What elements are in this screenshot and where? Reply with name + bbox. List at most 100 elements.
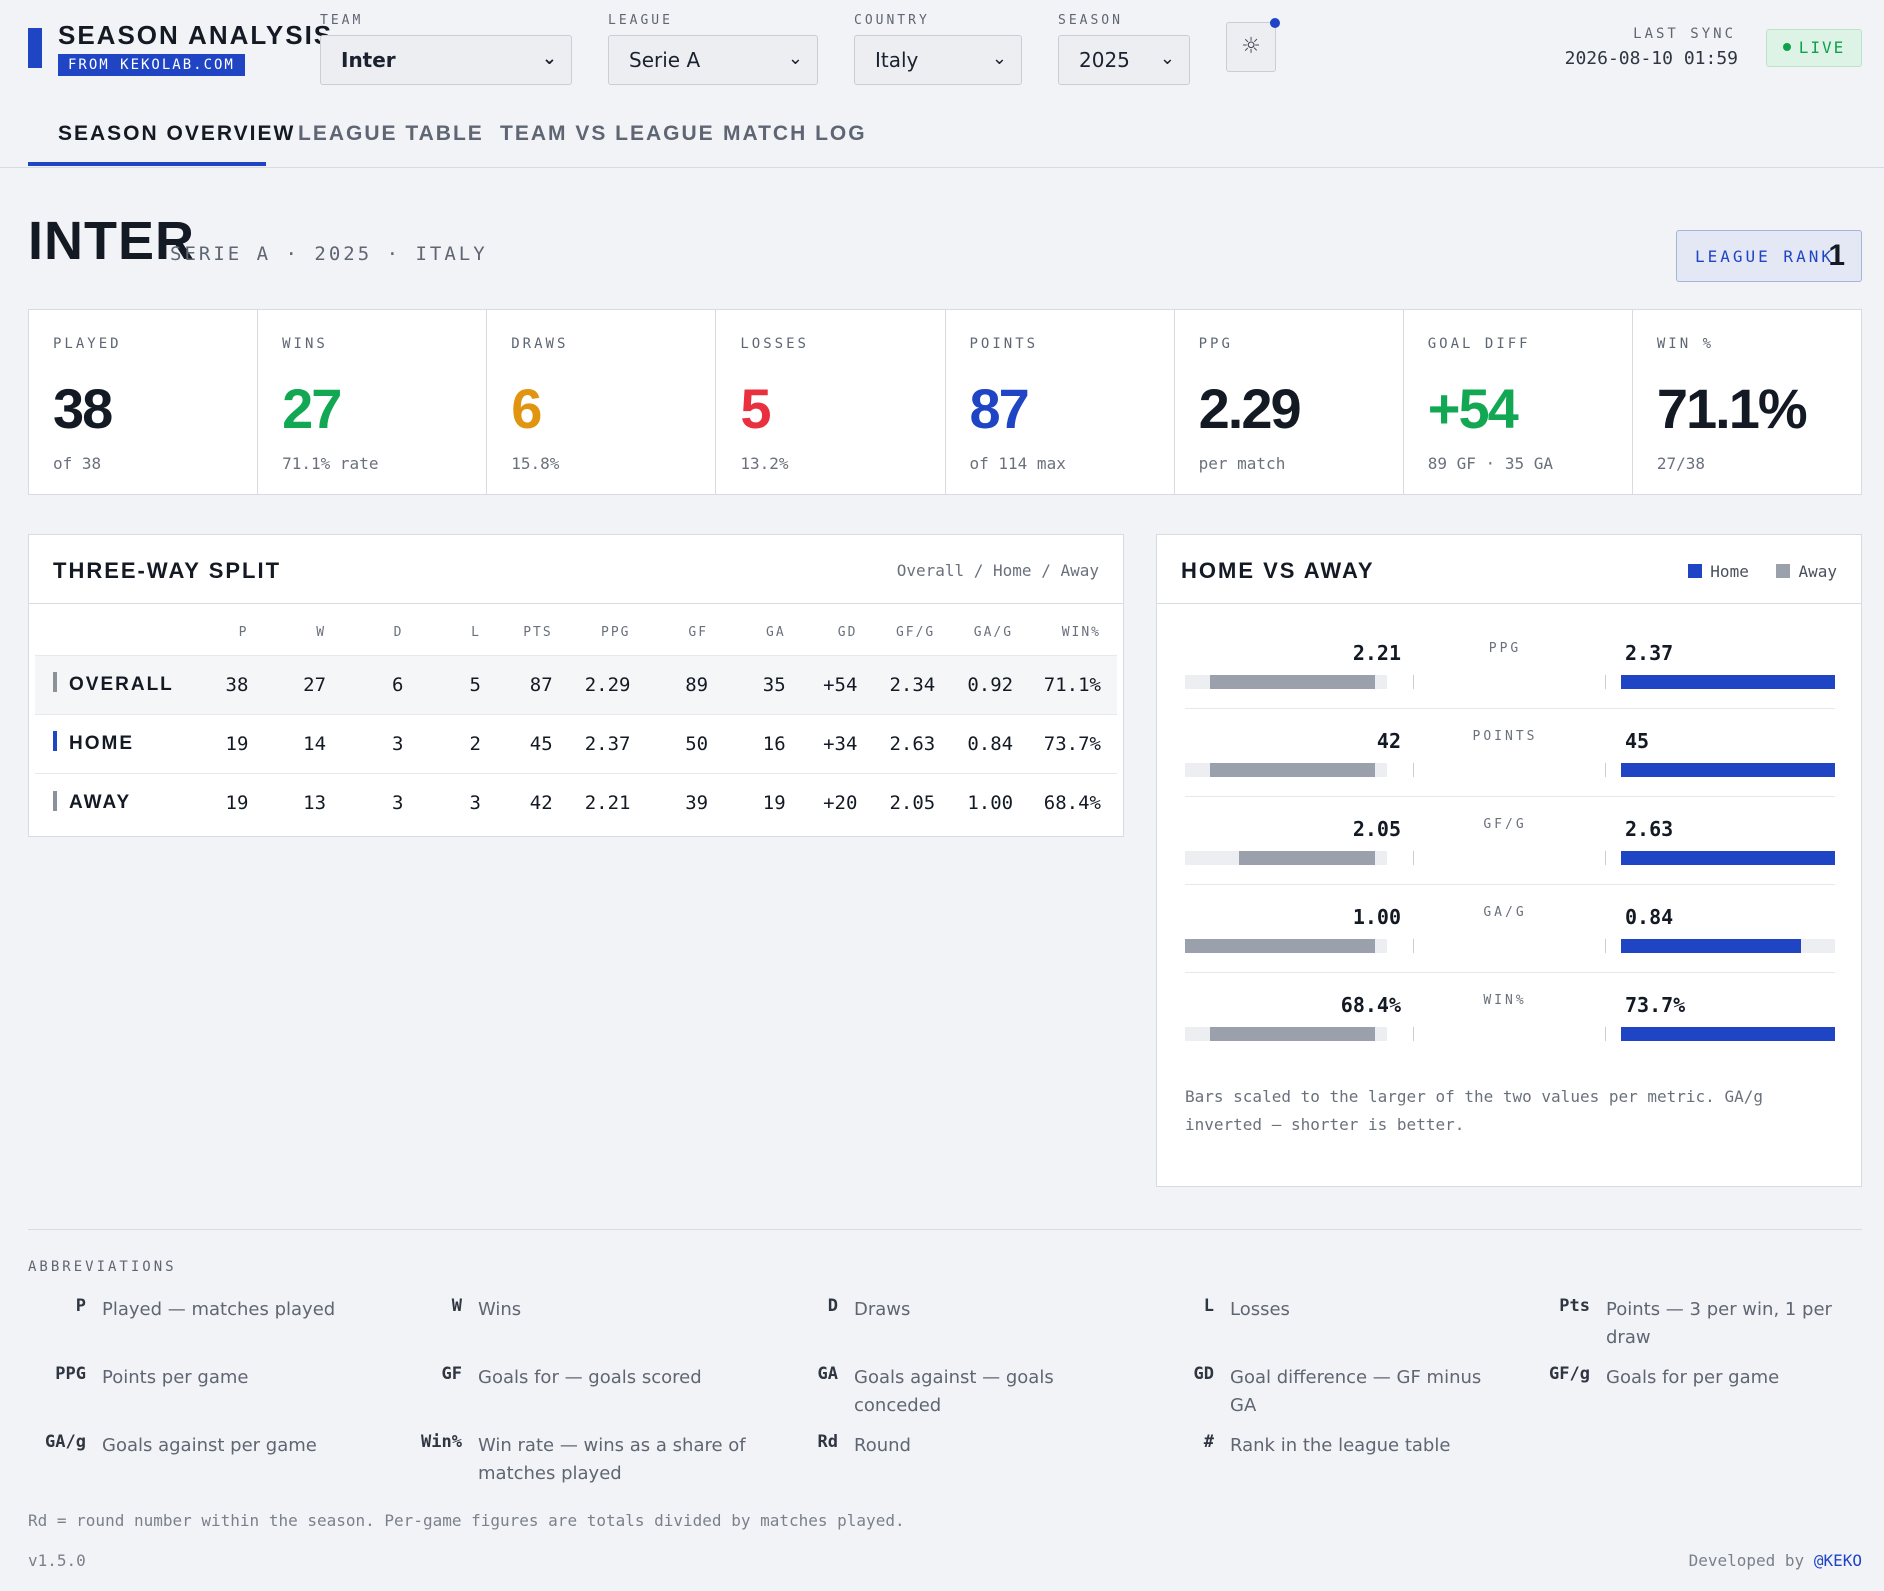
column-header: GA/G [973,625,1014,641]
developer-prefix: Developed by [1688,1551,1814,1570]
comparison-row: 68.4% WIN% 73.7% [1185,973,1835,1061]
chevron-down-icon: ⌄ [1159,48,1175,69]
table-cell: 68.4% [1029,772,1117,832]
legend-home: Home [1710,562,1749,581]
home-bar-track [1621,763,1835,777]
away-value: 42 [1376,729,1401,753]
row-marker [53,672,57,693]
abbreviation-key: Rd [817,1432,838,1452]
home-bar-track [1621,1027,1835,1041]
live-badge: LIVE [1766,29,1862,67]
abbreviation-definition: Goals for — goals scored [478,1367,702,1388]
league-select-value: Serie A [629,48,701,72]
country-label: COUNTRY [854,13,930,28]
abbreviation-definition: Wins [478,1299,522,1320]
stat-sub: of 114 max [969,454,1066,473]
away-bar [1210,675,1375,689]
theme-toggle-button[interactable]: ☼ [1226,22,1276,72]
chevron-down-icon: ⌄ [991,48,1007,69]
table-cell: 2.63 [873,713,952,773]
table-cell: 42 [496,772,569,832]
table-cell: 0.92 [951,654,1030,714]
stat-value: 5 [740,377,771,440]
table-cell: 27 [264,654,343,714]
table-cell: 2 [419,713,497,773]
abbreviation-key: Pts [1559,1296,1590,1316]
brand-title: SEASON ANALYSIS [58,20,334,50]
metric-label: PPG [1488,641,1522,656]
team-label: TEAM [320,13,364,28]
stat-label: GOAL DIFF [1427,336,1531,352]
axis-tick [1413,1027,1414,1041]
table-cell: 1.00 [951,772,1030,832]
column-header: D [393,625,404,641]
abbreviation-key: GA [817,1364,838,1384]
row-name: OVERALL [35,654,195,714]
metric-label: POINTS [1472,729,1538,744]
table-cell: 19 [194,772,265,832]
developer-link[interactable]: @KEKO [1813,1551,1862,1570]
country-select[interactable]: Italy ⌄ [854,35,1022,85]
brand-bar [28,28,42,68]
abbreviation-definition: Points per game [102,1367,249,1388]
three-way-split-panel: THREE-WAY SPLIT Overall / Home / Away P W… [28,534,1124,837]
season-select[interactable]: 2025 ⌄ [1058,35,1190,85]
stat-cards: PLAYED 38 of 38 WINS 27 71.1% rate DRAWS 6 15.8%… [28,309,1862,495]
season-select-value: 2025 [1079,48,1130,72]
column-header: GF/G [895,625,936,641]
home-bar [1621,851,1835,865]
stat-label: WIN % [1656,336,1715,352]
stat-value: 2.29 [1198,377,1302,440]
panel-header: THREE-WAY SPLIT Overall / Home / Away [29,535,1123,604]
away-bar-track [1185,675,1387,689]
stat-sub: 13.2% [740,454,789,473]
abbreviation-key: GF [441,1364,462,1384]
table-cell: 2.21 [568,772,647,832]
abbreviation-key: D [827,1296,838,1316]
league-select[interactable]: Serie A ⌄ [608,35,818,85]
tab-match-log[interactable]: MATCH LOG [723,122,867,145]
table-cell: 50 [646,713,725,773]
league-rank-badge: LEAGUE RANK 1 [1676,230,1862,282]
metric-label: GF/G [1483,817,1527,832]
comparison-row: 1.00 GA/G 0.84 [1185,885,1835,973]
column-header: P [238,625,249,641]
row-name: AWAY [35,772,195,832]
home-bar [1621,939,1801,953]
abbreviation-definition: Round [854,1435,911,1456]
notification-dot [1270,18,1280,28]
home-bar-track [1621,851,1835,865]
table-cell: +20 [801,772,874,832]
tab-team-vs-league[interactable]: TEAM VS LEAGUE [500,122,715,145]
away-bar [1185,939,1375,953]
away-bar-track [1185,763,1387,777]
table-cell: 89 [646,654,725,714]
row-marker [53,790,57,811]
axis-tick [1605,851,1606,865]
abbreviations-title: ABBREVIATIONS [28,1259,177,1275]
app-header: SEASON ANALYSIS FROM KEKOLAB.COM TEAM In… [0,0,1884,168]
table-cell: 0.84 [951,713,1030,773]
stat-value: 71.1% [1656,377,1808,440]
away-value: 1.00 [1352,905,1401,929]
tab-league-table[interactable]: LEAGUE TABLE [298,122,484,145]
last-sync-value: 2026-08-10 01:59 [1564,48,1738,69]
page-title: INTER [28,211,195,271]
legend: Home Away [1688,562,1837,581]
last-sync-label: LAST SYNC [1633,26,1736,42]
table-cell: 14 [264,713,343,773]
away-swatch [1776,563,1791,578]
stat-value: +54 [1427,377,1519,440]
team-select[interactable]: Inter ⌄ [320,35,572,85]
abbreviation-definition: Goals against — goals conceded [854,1367,1054,1416]
column-header: L [471,625,481,641]
away-value: 68.4% [1340,993,1401,1017]
version-label: v1.5.0 [28,1551,86,1570]
table-cell: 3 [342,713,420,773]
team-select-value: Inter [341,48,396,72]
home-value: 45 [1625,729,1650,753]
stat-sub: 89 GF · 35 GA [1427,454,1553,473]
away-bar-track [1185,1027,1387,1041]
tab-season-overview[interactable]: SEASON OVERVIEW [58,122,296,145]
abbreviation-definition: Points — 3 per win, 1 per draw [1606,1299,1832,1348]
